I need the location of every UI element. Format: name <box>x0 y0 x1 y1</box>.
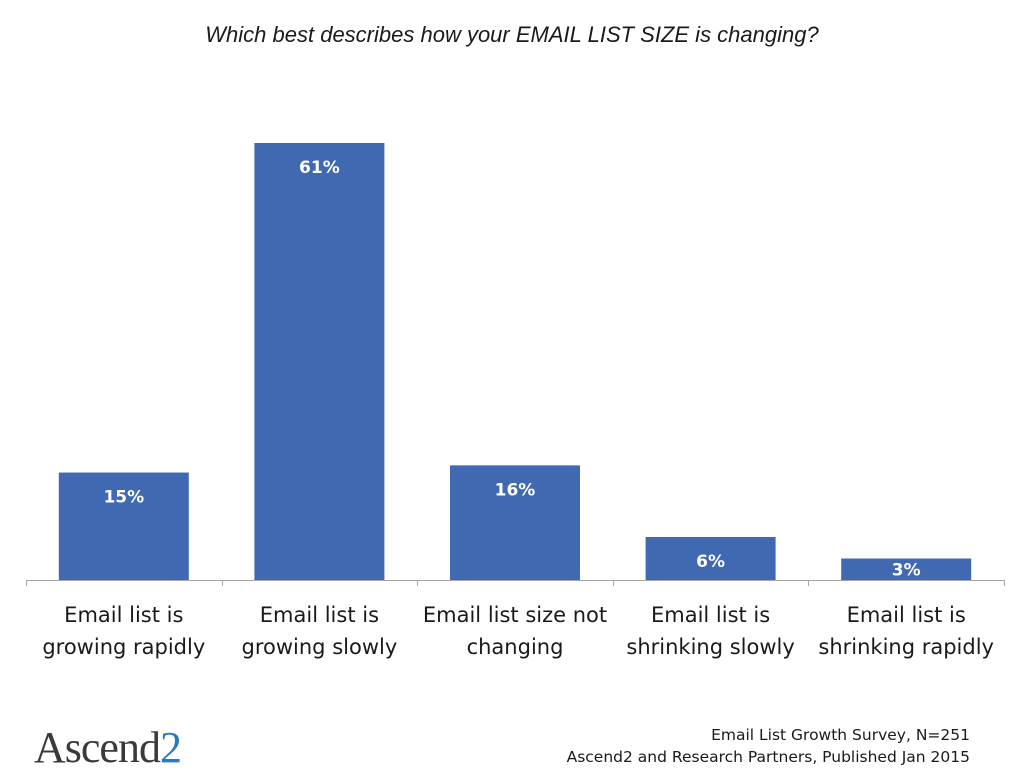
category-label: shrinking slowly <box>626 635 794 659</box>
bar <box>645 537 776 580</box>
data-label: 61% <box>299 158 340 178</box>
bar <box>841 558 972 580</box>
ascend2-logo: Ascend2 <box>34 722 182 773</box>
category-label: Email list is <box>260 603 379 627</box>
data-label: 3% <box>892 560 921 580</box>
source-note: Email List Growth Survey, N=251 Ascend2 … <box>567 724 970 768</box>
category-label: Email list is <box>64 603 183 627</box>
logo-accent: 2 <box>159 723 182 772</box>
category-label: Email list size not <box>423 603 607 627</box>
logo-text: Ascend <box>34 723 161 772</box>
bar <box>58 472 189 580</box>
bar <box>450 465 580 580</box>
category-label: growing slowly <box>242 635 398 659</box>
bar <box>254 143 385 580</box>
data-label: 15% <box>103 488 144 508</box>
chart-title: Which best describes how your EMAIL LIST… <box>205 22 819 47</box>
source-line-1: Email List Growth Survey, N=251 <box>711 726 970 744</box>
source-line-2: Ascend2 and Research Partners, Published… <box>566 748 970 766</box>
category-label: changing <box>467 635 564 659</box>
category-label: shrinking rapidly <box>818 635 994 659</box>
category-label: Email list is <box>651 603 770 627</box>
data-label: 16% <box>495 480 536 500</box>
category-label: Email list is <box>847 603 966 627</box>
category-label: growing rapidly <box>42 635 205 659</box>
data-label: 6% <box>696 552 725 572</box>
